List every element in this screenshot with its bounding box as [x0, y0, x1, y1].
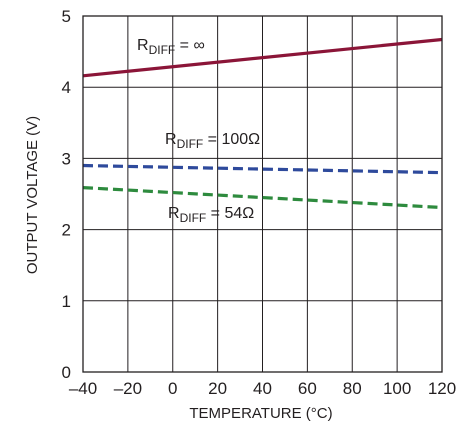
series-annotations: RDIFF = ∞ RDIFF = 100Ω RDIFF = 54Ω	[137, 37, 260, 225]
x-tick-label: 60	[298, 379, 317, 398]
x-tick-label: 100	[383, 379, 411, 398]
x-tick-labels: –40 –20 0 20 40 60 80 100 120	[69, 379, 456, 398]
y-tick-labels: 0 1 2 3 4 5	[62, 7, 71, 382]
x-tick-label: 0	[168, 379, 177, 398]
y-tick-label: 2	[62, 221, 71, 240]
series-annotation: RDIFF = 100Ω	[165, 131, 260, 151]
x-tick-label: 40	[253, 379, 272, 398]
grid	[83, 16, 442, 372]
x-axis-title: TEMPERATURE (°C)	[189, 405, 332, 422]
y-tick-label: 3	[62, 149, 71, 168]
y-tick-label: 1	[62, 292, 71, 311]
plot-frame	[82, 15, 443, 373]
x-tick-label: –20	[114, 379, 142, 398]
series-lines	[82, 37, 443, 210]
x-tick-label: –40	[69, 379, 97, 398]
y-tick-label: 5	[62, 7, 71, 26]
x-tick-label: 20	[208, 379, 227, 398]
y-tick-label: 0	[62, 363, 71, 382]
series-line	[82, 37, 443, 78]
y-axis-title: OUTPUT VOLTAGE (V)	[24, 116, 41, 274]
y-tick-label: 4	[62, 78, 71, 97]
series-annotation: RDIFF = 54Ω	[168, 205, 254, 225]
series-annotation: RDIFF = ∞	[137, 37, 205, 57]
x-tick-label: 80	[343, 379, 362, 398]
x-tick-label: 120	[428, 379, 456, 398]
